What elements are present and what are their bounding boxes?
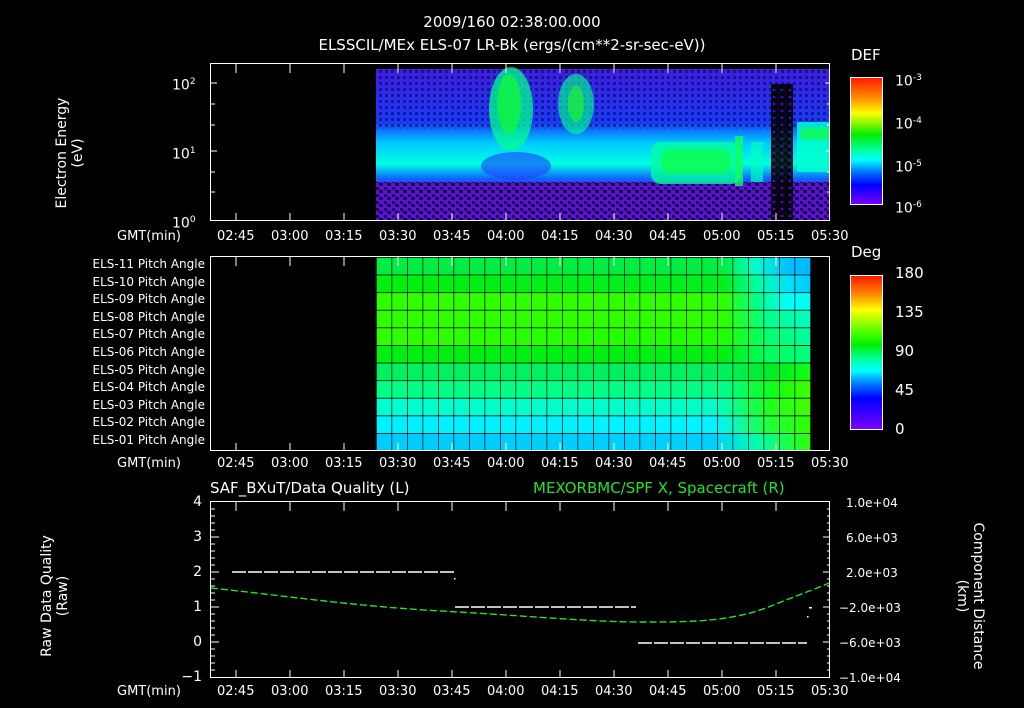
panel3-title-right: MEXORBMC/SPF X, Spacecraft (R)	[533, 479, 785, 497]
def-colorbar	[850, 77, 883, 205]
plot-datetime: 2009/160 02:38:00.000	[423, 13, 601, 31]
def-tick-1e-5: 10-5	[895, 159, 922, 176]
deg-tick-135: 135	[895, 303, 924, 321]
pitch-angle-plot[interactable]	[210, 256, 830, 451]
row-label-els-08: ELS-08 Pitch Angle	[92, 309, 205, 324]
plot-title: ELSSCIL/MEx ELS-07 LR-Bk (ergs/(cm**2-sr…	[318, 36, 706, 54]
panel3-ylabel-right-line2: (km)	[954, 579, 970, 613]
time-axis-label-1: GMT(min)	[117, 229, 181, 244]
def-colorbar-label: DEF	[851, 46, 881, 64]
distance-series	[211, 582, 829, 623]
panel3-ylabel-right: Component Distance (km)	[954, 506, 986, 686]
pitch-angle-row-labels: ELS-11 Pitch Angle ELS-10 Pitch Angle EL…	[40, 256, 205, 450]
def-tick-1e-3: 10-3	[895, 73, 922, 90]
pitch-angle-svg	[235, 257, 811, 450]
energy-spectrogram-plot[interactable]	[210, 63, 830, 221]
panel1-ylabel-line2: (eV)	[70, 138, 86, 168]
row-label-els-05: ELS-05 Pitch Angle	[92, 362, 205, 377]
deg-tick-90: 90	[895, 342, 915, 360]
time-axis-ticks-3: 02:45 03:00 03:15 03:30 03:45 04:00 04:1…	[217, 684, 849, 699]
row-label-els-06: ELS-06 Pitch Angle	[92, 344, 205, 359]
energy-spectrogram-svg	[211, 64, 829, 220]
time-axis-ticks-1: 02:45 03:00 03:15 03:30 03:45 04:00 04:1…	[217, 229, 849, 244]
panel3-ylabel-left: Raw Data Quality (Raw)	[39, 511, 71, 681]
quality-distance-svg	[211, 502, 829, 677]
panel1-ytick-1: 100	[172, 215, 196, 232]
time-axis-label-3: GMT(min)	[117, 684, 181, 699]
quality-series	[232, 571, 807, 644]
row-label-els-01: ELS-01 Pitch Angle	[92, 432, 205, 447]
deg-tick-180: 180	[895, 264, 924, 282]
time-axis-label-2: GMT(min)	[117, 456, 181, 471]
row-label-els-04: ELS-04 Pitch Angle	[92, 380, 205, 395]
panel3-title-left: SAF_BXuT/Data Quality (L)	[210, 479, 410, 497]
row-label-els-02: ELS-02 Pitch Angle	[92, 415, 205, 430]
row-label-els-10: ELS-10 Pitch Angle	[92, 274, 205, 289]
deg-tick-0: 0	[895, 420, 905, 438]
def-tick-1e-4: 10-4	[895, 116, 922, 133]
panel3-ylabel-left-line2: (Raw)	[55, 575, 71, 617]
time-axis-ticks-2: 02:45 03:00 03:15 03:30 03:45 04:00 04:1…	[217, 456, 849, 471]
row-label-els-07: ELS-07 Pitch Angle	[92, 327, 205, 342]
deg-colorbar-label: Deg	[851, 243, 882, 261]
deg-tick-45: 45	[895, 381, 915, 399]
row-label-els-11: ELS-11 Pitch Angle	[92, 257, 205, 271]
panel3-ylabel-left-line1: Raw Data Quality	[39, 535, 55, 657]
panel1-ytick-100: 102	[172, 77, 196, 94]
panel1-ytick-10: 101	[172, 146, 196, 163]
panel1-ylabel: Electron Energy (eV)	[54, 68, 86, 238]
row-label-els-09: ELS-09 Pitch Angle	[92, 292, 205, 307]
row-label-els-03: ELS-03 Pitch Angle	[92, 397, 205, 412]
quality-distance-plot[interactable]	[210, 501, 830, 678]
panel1-ylabel-line1: Electron Energy	[54, 97, 70, 209]
deg-colorbar	[850, 275, 883, 430]
def-tick-1e-6: 10-6	[895, 200, 922, 217]
panel3-ylabel-right-line1: Component Distance	[970, 522, 986, 670]
